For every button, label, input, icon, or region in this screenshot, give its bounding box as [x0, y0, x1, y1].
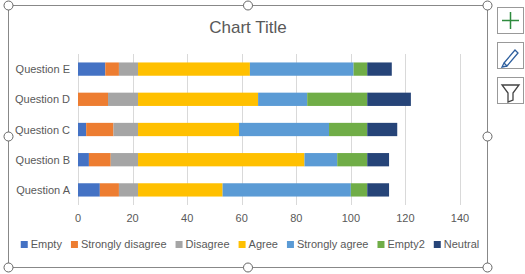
bar-segment	[367, 93, 411, 106]
grid-line	[405, 54, 406, 205]
tick-label: 20	[126, 212, 138, 224]
bar-segment	[337, 153, 367, 166]
chart-frame	[9, 6, 488, 268]
bar-segment	[138, 93, 258, 106]
bar-segment	[138, 153, 304, 166]
bar-segment	[223, 183, 351, 196]
legend-label: Disagree	[186, 238, 230, 250]
bar-segment	[354, 62, 368, 75]
tick-label: 40	[181, 212, 193, 224]
legend-label: Empty2	[387, 238, 424, 250]
title: Chart Title	[209, 18, 286, 37]
legend-swatch	[71, 241, 78, 248]
legend-swatch	[434, 241, 441, 248]
bar-segment	[367, 183, 389, 196]
bar-segment	[86, 123, 113, 136]
side-button[interactable]	[498, 78, 524, 104]
resize-handle[interactable]	[4, 132, 13, 141]
filter-icon	[502, 85, 519, 102]
resize-handle[interactable]	[244, 263, 253, 272]
bar-segment	[113, 123, 138, 136]
tick-label: 60	[236, 212, 248, 224]
bar-segment	[307, 93, 367, 106]
resize-handle[interactable]	[483, 132, 492, 141]
side-button[interactable]	[498, 8, 524, 34]
bar-segment	[100, 183, 119, 196]
bar-segment	[138, 123, 239, 136]
legend-label: Neutral	[444, 238, 479, 250]
bar-segment	[78, 123, 86, 136]
bar-segment	[119, 62, 138, 75]
bar-segment	[78, 93, 108, 106]
bar-segment	[329, 123, 367, 136]
grid-line	[460, 54, 461, 205]
bar-segment	[78, 153, 89, 166]
category-label: Question D	[15, 93, 70, 105]
bar-segment	[105, 62, 119, 75]
bar-segment	[367, 123, 397, 136]
side-button[interactable]	[498, 43, 524, 69]
bar-segment	[239, 123, 329, 136]
legend-swatch	[176, 241, 183, 248]
category-label: Question A	[16, 184, 70, 196]
bar-segment	[138, 62, 250, 75]
category-label: Question E	[16, 63, 70, 75]
tick-label: 100	[342, 212, 360, 224]
bar-segment	[119, 183, 138, 196]
category-label: Question C	[15, 124, 70, 136]
resize-handle[interactable]	[4, 1, 13, 10]
brush-icon	[502, 50, 518, 67]
tick-label: 140	[451, 212, 469, 224]
tick-label: 80	[290, 212, 302, 224]
legend-swatch	[377, 241, 384, 248]
chart: Chart Title 0 20 40 60 80 100 120 140 Question A Q…	[0, 0, 525, 274]
tick-label: 0	[75, 212, 81, 224]
tick-label: 120	[396, 212, 414, 224]
resize-handle[interactable]	[483, 1, 492, 10]
bar-segment	[351, 183, 367, 196]
bar-segment	[250, 62, 354, 75]
bar-segment	[89, 153, 111, 166]
legend: Empty Strongly disagree Disagree Agree Stron…	[21, 238, 480, 250]
legend-label: Agree	[249, 238, 278, 250]
bar-segment	[78, 183, 100, 196]
legend-swatch	[239, 241, 246, 248]
bar-segment	[108, 93, 138, 106]
bar-segment	[258, 93, 307, 106]
legend-label: Empty	[31, 238, 63, 250]
category-label: Question B	[16, 154, 70, 166]
bar-segment	[304, 153, 337, 166]
legend-swatch	[21, 241, 28, 248]
bar-segment	[78, 62, 105, 75]
legend-swatch	[287, 241, 294, 248]
bar-segment	[111, 153, 138, 166]
bar-segment	[367, 153, 389, 166]
bar-segment	[367, 62, 392, 75]
plus-icon	[502, 12, 519, 29]
resize-handle[interactable]	[244, 1, 253, 10]
bar-segment	[138, 183, 223, 196]
legend-label: Strongly disagree	[81, 238, 167, 250]
resize-handle[interactable]	[4, 263, 13, 272]
resize-handle[interactable]	[483, 263, 492, 272]
bars	[78, 62, 411, 196]
legend-label: Strongly agree	[297, 238, 369, 250]
